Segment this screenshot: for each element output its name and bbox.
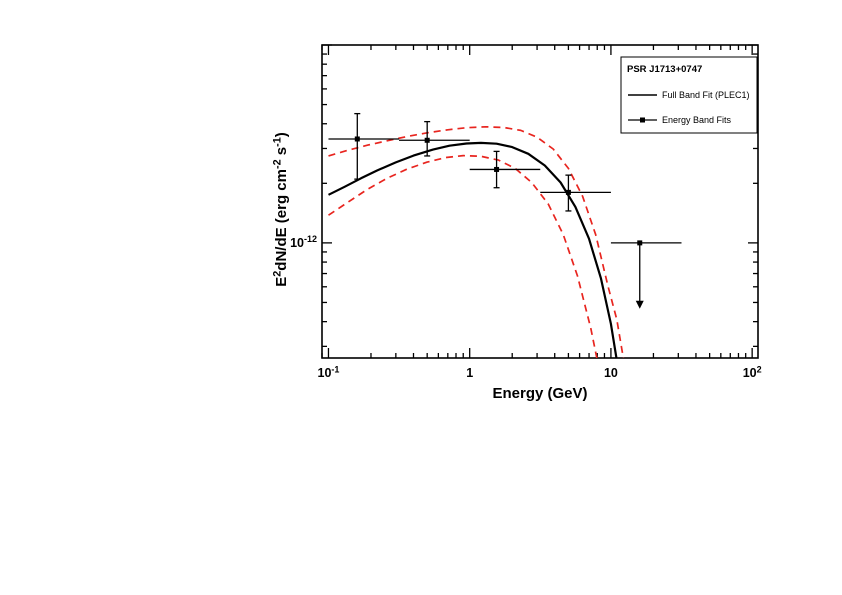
energy-band-fits-points (328, 112, 682, 309)
legend-entry: Energy Band Fits (628, 115, 732, 125)
data-point (540, 174, 611, 212)
y-axis-title: E2dN/dE (erg cm-2 s-1) (271, 132, 290, 286)
data-point (328, 112, 400, 180)
square-marker (494, 166, 500, 172)
x-tick-label: 102 (743, 364, 762, 380)
data-point (469, 150, 541, 189)
data-point (610, 240, 682, 309)
y-tick-label: 10-12 (290, 234, 317, 250)
fit-curves (328, 125, 625, 358)
uncertainty-band-lower (328, 154, 598, 358)
legend-entry: Full Band Fit (PLEC1) (628, 90, 750, 100)
uncertainty-band-upper (328, 125, 625, 358)
square-marker (565, 189, 571, 195)
x-tick-label: 1 (466, 366, 473, 380)
x-tick-label: 10 (604, 366, 618, 380)
square-marker (424, 137, 430, 143)
square-marker (637, 240, 643, 246)
full-band-fit-curve (328, 141, 618, 358)
x-tick-label: 10-1 (318, 364, 340, 380)
x-axis-title: Energy (GeV) (492, 385, 587, 402)
legend-title: PSR J1713+0747 (627, 64, 702, 75)
data-point (399, 120, 470, 157)
square-marker (354, 136, 360, 142)
legend-entry-label: Energy Band Fits (662, 115, 732, 125)
upper-limit-arrow-head (635, 300, 644, 309)
legend-entry-label: Full Band Fit (PLEC1) (662, 90, 750, 100)
legend-square-marker (640, 117, 645, 123)
legend: PSR J1713+0747 Full Band Fit (PLEC1) Energ… (620, 56, 758, 134)
plot-frame (321, 44, 759, 359)
